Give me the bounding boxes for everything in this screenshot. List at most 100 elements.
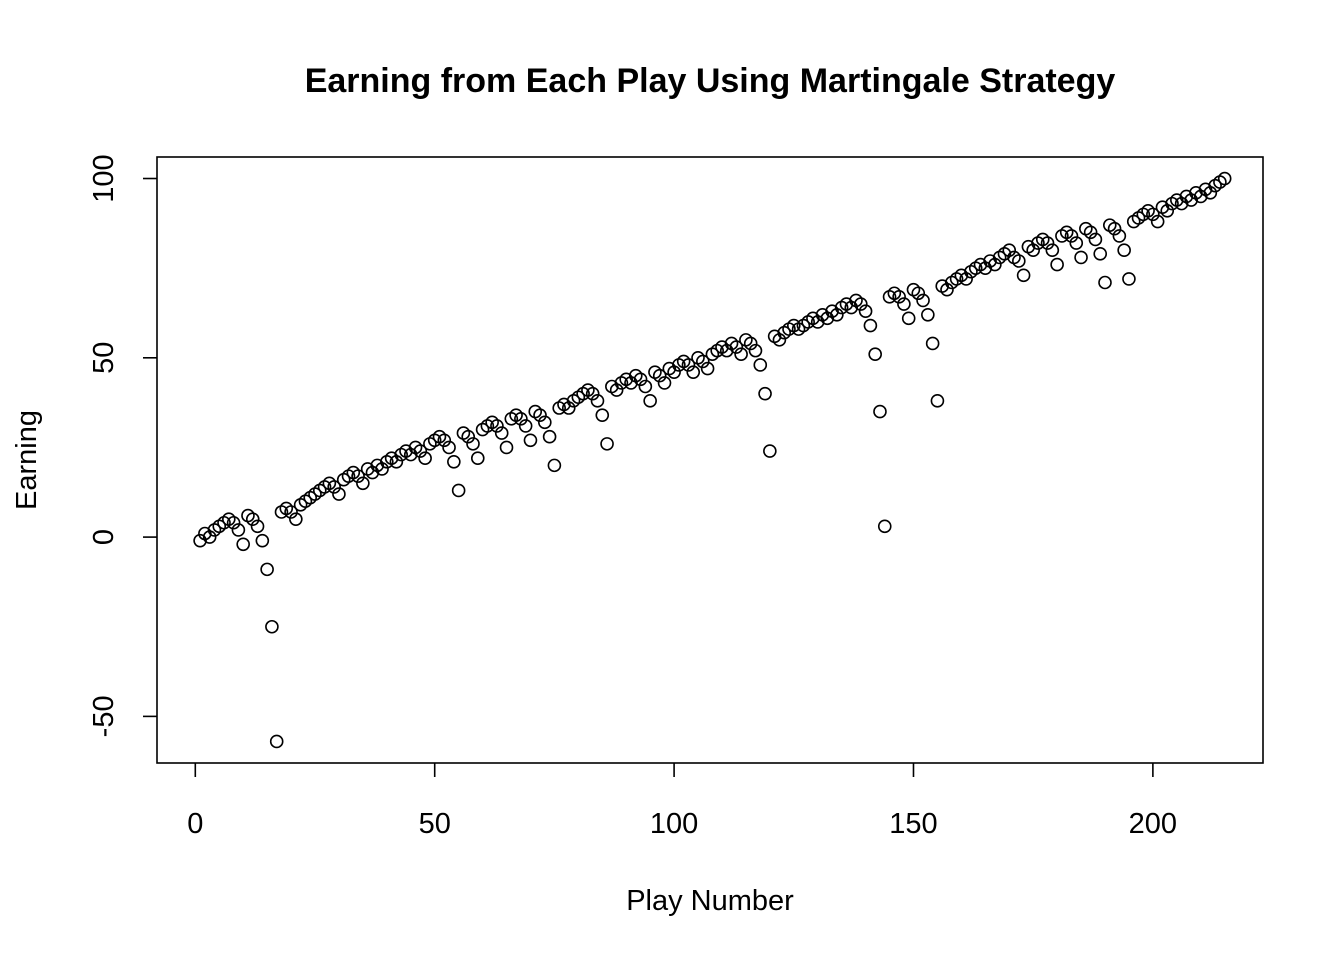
- data-point: [437, 433, 452, 448]
- data-point: [748, 343, 763, 358]
- data-point: [858, 304, 873, 318]
- data-point: [351, 469, 365, 483]
- data-point: [269, 734, 284, 749]
- data-point: [753, 358, 768, 372]
- data-point: [442, 440, 456, 455]
- data-point: [332, 487, 346, 501]
- data-points: [193, 171, 1232, 749]
- data-point: [1026, 243, 1040, 258]
- data-point: [542, 429, 557, 444]
- data-point: [595, 408, 610, 422]
- data-point: [1112, 229, 1127, 243]
- data-point: [538, 415, 552, 430]
- data-point: [657, 376, 672, 390]
- data-point: [451, 483, 466, 498]
- data-point: [1016, 268, 1031, 283]
- data-point: [652, 368, 667, 383]
- data-point: [743, 336, 758, 351]
- plot-frame: [156, 156, 1264, 764]
- data-point: [959, 272, 973, 286]
- data-point: [820, 311, 835, 326]
- data-point: [514, 411, 528, 426]
- data-point: [585, 386, 600, 401]
- chart-title: Earning from Each Play Using Martingale …: [305, 62, 1116, 100]
- data-point: [260, 562, 274, 577]
- data-point: [250, 519, 265, 534]
- data-point: [403, 447, 418, 462]
- data-point: [466, 437, 480, 451]
- data-point: [763, 444, 777, 458]
- y-axis: -50 0 50 100: [88, 154, 157, 737]
- y-tick-label: 0: [88, 529, 120, 545]
- data-point: [925, 336, 940, 351]
- data-point: [1193, 189, 1208, 204]
- data-point: [447, 454, 461, 469]
- data-point: [1203, 186, 1218, 200]
- data-point: [1064, 229, 1079, 243]
- x-tick-label: 100: [650, 808, 698, 840]
- data-point: [289, 512, 303, 526]
- data-point: [327, 480, 341, 494]
- data-point: [1217, 171, 1232, 186]
- data-point: [1184, 193, 1198, 207]
- y-tick-label: -50: [88, 695, 120, 737]
- data-point: [1093, 247, 1108, 261]
- y-tick-label: 100: [88, 154, 120, 202]
- data-point: [772, 333, 787, 347]
- data-point: [978, 261, 993, 275]
- data-point: [988, 257, 1002, 272]
- data-point: [245, 512, 260, 526]
- data-point: [375, 462, 389, 476]
- data-point: [236, 537, 250, 552]
- data-point: [633, 372, 648, 387]
- data-point: [930, 394, 945, 408]
- x-tick-label: 0: [187, 808, 203, 840]
- data-point: [734, 347, 748, 362]
- data-point: [1098, 275, 1112, 290]
- data-point: [1160, 203, 1175, 218]
- data-point: [1069, 236, 1084, 250]
- data-point: [193, 533, 207, 548]
- data-point: [897, 297, 911, 311]
- data-point: [533, 408, 547, 422]
- data-point: [681, 358, 696, 372]
- data-point: [916, 293, 930, 308]
- data-point: [231, 523, 246, 537]
- data-point: [1074, 250, 1088, 265]
- data-point: [1040, 236, 1055, 250]
- data-point: [356, 476, 370, 491]
- y-axis-label: Earning: [11, 410, 43, 510]
- data-point: [600, 437, 614, 451]
- data-point: [413, 444, 428, 458]
- data-point: [365, 465, 380, 480]
- x-axis: 0 50 100 150 200: [187, 763, 1177, 840]
- data-point: [854, 297, 868, 311]
- data-point: [561, 401, 576, 415]
- data-point: [499, 440, 514, 455]
- data-point: [1107, 221, 1122, 236]
- data-point: [494, 426, 509, 440]
- data-point: [389, 454, 404, 469]
- data-point: [700, 361, 715, 376]
- data-point: [696, 354, 710, 369]
- data-point: [226, 515, 241, 530]
- data-point: [284, 505, 298, 519]
- x-tick-label: 50: [419, 808, 451, 840]
- data-point: [470, 451, 485, 466]
- x-tick-label: 200: [1129, 808, 1177, 840]
- data-point: [1012, 254, 1026, 268]
- data-point: [609, 383, 624, 397]
- data-point: [844, 300, 859, 315]
- data-point: [901, 311, 916, 326]
- data-point: [1088, 232, 1103, 247]
- data-point: [863, 318, 878, 333]
- data-point: [921, 307, 935, 322]
- data-point: [1117, 243, 1131, 258]
- data-point: [1002, 243, 1017, 258]
- data-point: [1150, 214, 1165, 229]
- data-point: [758, 386, 772, 401]
- data-point: [873, 404, 887, 419]
- y-tick-label: 50: [88, 342, 120, 374]
- data-point: [643, 394, 657, 408]
